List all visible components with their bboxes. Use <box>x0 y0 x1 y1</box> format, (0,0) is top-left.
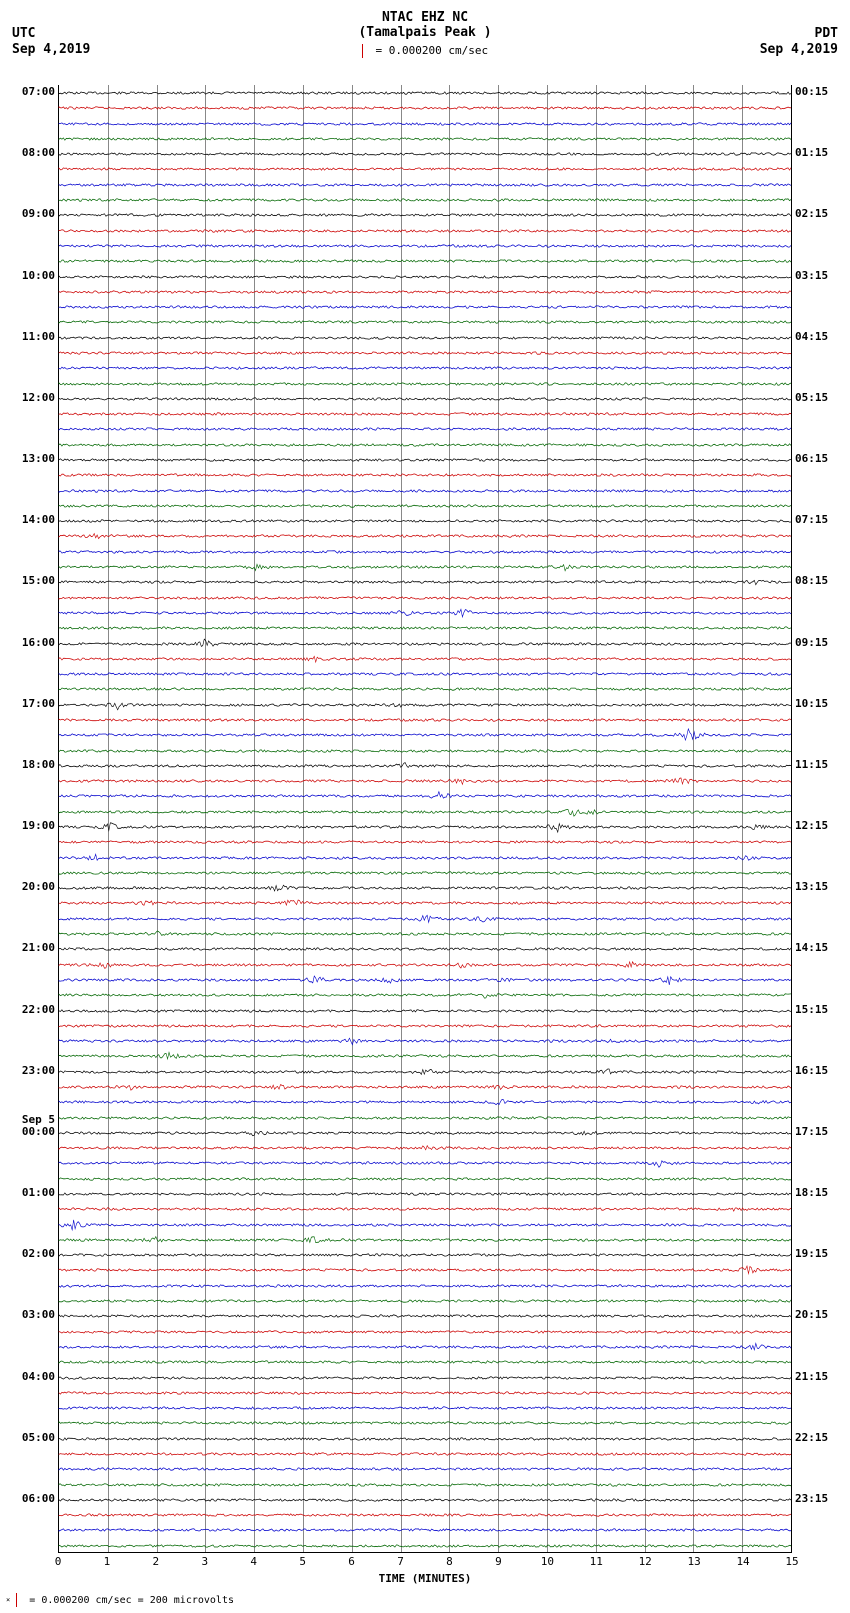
timezone-left: UTC <box>12 26 35 41</box>
x-tick: 3 <box>201 1555 208 1568</box>
utc-time-label: 00:00 <box>22 1125 55 1138</box>
utc-time-label: 17:00 <box>22 697 55 710</box>
utc-time-label: 18:00 <box>22 758 55 771</box>
x-tick: 10 <box>541 1555 554 1568</box>
pdt-time-label: 04:15 <box>795 330 828 343</box>
day-break-label: Sep 5 <box>22 1113 55 1126</box>
utc-time-label: 22:00 <box>22 1003 55 1016</box>
date-right: Sep 4,2019 <box>760 42 838 57</box>
utc-time-label: 21:00 <box>22 941 55 954</box>
station-code: NTAC EHZ NC <box>0 10 850 25</box>
footer-note: × = 0.000200 cm/sec = 200 microvolts <box>6 1593 234 1607</box>
pdt-time-label: 09:15 <box>795 636 828 649</box>
pdt-time-label: 21:15 <box>795 1370 828 1383</box>
pdt-time-label: 18:15 <box>795 1186 828 1199</box>
pdt-time-label: 05:15 <box>795 391 828 404</box>
x-tick: 1 <box>104 1555 111 1568</box>
x-tick: 13 <box>688 1555 701 1568</box>
utc-time-label: 14:00 <box>22 513 55 526</box>
x-tick: 15 <box>785 1555 798 1568</box>
utc-time-label: 09:00 <box>22 207 55 220</box>
utc-time-label: 04:00 <box>22 1370 55 1383</box>
utc-time-label: 03:00 <box>22 1308 55 1321</box>
x-tick: 12 <box>639 1555 652 1568</box>
x-tick: 4 <box>250 1555 257 1568</box>
utc-time-label: 02:00 <box>22 1247 55 1260</box>
utc-time-label: 13:00 <box>22 452 55 465</box>
utc-time-label: 11:00 <box>22 330 55 343</box>
utc-time-label: 07:00 <box>22 85 55 98</box>
pdt-time-label: 07:15 <box>795 513 828 526</box>
footer-scale-bar-icon <box>16 1593 17 1607</box>
pdt-time-label: 23:15 <box>795 1492 828 1505</box>
date-left: Sep 4,2019 <box>12 42 90 57</box>
header: NTAC EHZ NC (Tamalpais Peak ) = 0.000200… <box>0 10 850 58</box>
pdt-time-label: 12:15 <box>795 819 828 832</box>
pdt-time-label: 17:15 <box>795 1125 828 1138</box>
utc-time-label: 01:00 <box>22 1186 55 1199</box>
utc-time-label: 12:00 <box>22 391 55 404</box>
x-tick: 9 <box>495 1555 502 1568</box>
pdt-time-label: 20:15 <box>795 1308 828 1321</box>
pdt-time-label: 01:15 <box>795 146 828 159</box>
scale-note: = 0.000200 cm/sec <box>0 44 850 58</box>
x-tick: 11 <box>590 1555 603 1568</box>
trace-row <box>59 1538 791 1553</box>
utc-time-label: 05:00 <box>22 1431 55 1444</box>
timezone-right: PDT <box>815 26 838 41</box>
utc-time-label: 06:00 <box>22 1492 55 1505</box>
utc-time-label: 16:00 <box>22 636 55 649</box>
x-axis: TIME (MINUTES) 0123456789101112131415 <box>58 1555 792 1585</box>
x-tick: 2 <box>153 1555 160 1568</box>
pdt-time-label: 08:15 <box>795 574 828 587</box>
pdt-time-label: 15:15 <box>795 1003 828 1016</box>
utc-time-label: 23:00 <box>22 1064 55 1077</box>
station-name: (Tamalpais Peak ) <box>0 25 850 40</box>
pdt-time-label: 16:15 <box>795 1064 828 1077</box>
pdt-time-label: 03:15 <box>795 269 828 282</box>
pdt-time-label: 11:15 <box>795 758 828 771</box>
x-tick: 7 <box>397 1555 404 1568</box>
scale-bar-icon <box>362 44 363 58</box>
utc-time-label: 20:00 <box>22 880 55 893</box>
pdt-time-label: 19:15 <box>795 1247 828 1260</box>
x-tick: 14 <box>736 1555 749 1568</box>
x-tick: 6 <box>348 1555 355 1568</box>
x-axis-label: TIME (MINUTES) <box>58 1572 792 1585</box>
pdt-time-label: 00:15 <box>795 85 828 98</box>
utc-time-label: 19:00 <box>22 819 55 832</box>
x-tick: 8 <box>446 1555 453 1568</box>
pdt-time-label: 10:15 <box>795 697 828 710</box>
seismogram-plot: 07:0000:1508:0001:1509:0002:1510:0003:15… <box>58 85 792 1553</box>
x-tick: 5 <box>299 1555 306 1568</box>
pdt-time-label: 14:15 <box>795 941 828 954</box>
pdt-time-label: 06:15 <box>795 452 828 465</box>
x-tick: 0 <box>55 1555 62 1568</box>
pdt-time-label: 02:15 <box>795 207 828 220</box>
utc-time-label: 15:00 <box>22 574 55 587</box>
pdt-time-label: 13:15 <box>795 880 828 893</box>
utc-time-label: 08:00 <box>22 146 55 159</box>
pdt-time-label: 22:15 <box>795 1431 828 1444</box>
utc-time-label: 10:00 <box>22 269 55 282</box>
